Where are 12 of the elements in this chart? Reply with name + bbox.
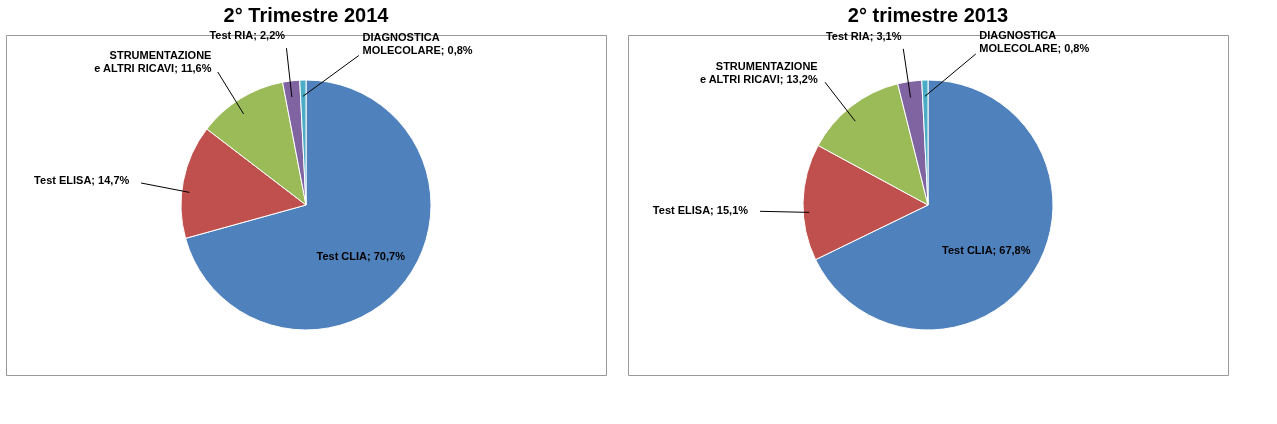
slice-label: Test ELISA; 15,1% xyxy=(652,204,749,217)
slice-label: Test RIA; 2,2% xyxy=(209,29,286,42)
chart-title: 2° trimestre 2013 xyxy=(847,4,1009,27)
slice-label: Test RIA; 3,1% xyxy=(825,29,902,42)
slice-label: STRUMENTAZIONE e ALTRI RICAVI; 13,2% xyxy=(699,59,818,85)
slice-label: STRUMENTAZIONE e ALTRI RICAVI; 11,6% xyxy=(94,48,212,74)
chart-title: 2° Trimestre 2014 xyxy=(223,4,390,27)
slice-label: Test CLIA; 67,8% xyxy=(942,244,1031,257)
slice-label: Test CLIA; 70,7% xyxy=(316,249,406,262)
slice-label: DIAGNOSTICA MOLECOLARE; 0,8% xyxy=(362,31,473,57)
slice-label: Test ELISA; 14,7% xyxy=(34,173,130,186)
slice-label: DIAGNOSTICA MOLECOLARE; 0,8% xyxy=(979,29,1090,55)
